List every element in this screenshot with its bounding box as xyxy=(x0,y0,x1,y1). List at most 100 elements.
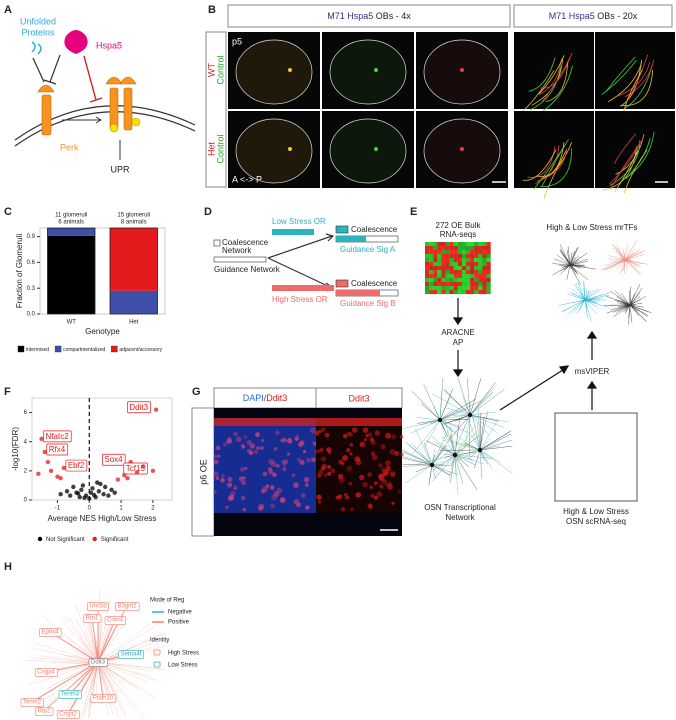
heatmap-cell xyxy=(466,274,471,279)
network-edge xyxy=(629,304,640,317)
point xyxy=(95,480,100,485)
heatmap-cell xyxy=(474,258,479,263)
network-edge xyxy=(628,304,631,325)
point-label: Rfx4 xyxy=(49,445,66,454)
nucleus xyxy=(291,473,296,477)
heatmap-cell xyxy=(441,246,446,251)
network-edge xyxy=(629,304,648,312)
gene-node xyxy=(39,628,62,637)
heatmap-cell xyxy=(474,290,479,295)
network-edge xyxy=(439,390,443,421)
nucleus xyxy=(368,504,373,509)
y-tick-label: 0.6 xyxy=(27,260,36,266)
network-edge xyxy=(562,299,586,312)
network-edge xyxy=(478,407,481,451)
legend-label: compartmentalized xyxy=(63,347,105,353)
network-edge xyxy=(624,249,646,261)
network-hub xyxy=(429,462,435,468)
header-box xyxy=(513,4,673,28)
network-edge xyxy=(431,464,451,476)
label: Guidance Network xyxy=(214,265,281,274)
point xyxy=(90,486,95,491)
nucleus xyxy=(389,449,396,455)
point xyxy=(134,470,140,475)
gene-node xyxy=(35,707,54,716)
label-box xyxy=(127,401,151,414)
heatmap-cell xyxy=(457,266,462,271)
heatmap-cell xyxy=(482,278,487,283)
network-edge xyxy=(572,299,586,314)
nucleus xyxy=(355,492,362,498)
nucleus xyxy=(320,456,327,462)
network-edge xyxy=(469,414,509,423)
heatmap-cell xyxy=(478,278,483,283)
nucleus xyxy=(287,452,291,456)
nucleus xyxy=(305,505,310,510)
heatmap-cell xyxy=(486,258,491,263)
legend-label: Negative xyxy=(168,610,192,616)
network-edge xyxy=(624,248,635,261)
label: Coalescence xyxy=(351,279,398,288)
protein-icon xyxy=(31,41,42,55)
point xyxy=(88,490,94,495)
heatmap-cell xyxy=(425,282,430,287)
faint-edge xyxy=(97,661,156,699)
heatmap-cell xyxy=(474,282,479,287)
nucleus xyxy=(233,485,238,490)
network-edge xyxy=(617,304,631,308)
label: Low Stress OR xyxy=(272,217,326,226)
heatmap-cell xyxy=(474,286,479,291)
network-edge xyxy=(556,254,571,266)
legend-title: Mode of Reg xyxy=(150,598,184,604)
y-tick-label: 0.0 xyxy=(27,312,36,318)
heatmap-cell xyxy=(441,250,446,255)
faint-edge xyxy=(97,661,165,670)
nucleus xyxy=(367,472,372,477)
network-edge xyxy=(610,304,631,310)
heatmap-cell xyxy=(482,258,487,263)
network-edge xyxy=(479,449,493,469)
annotation: 15 glomeruli xyxy=(117,213,150,219)
network-edge xyxy=(439,400,481,421)
heatmap-cell xyxy=(449,282,454,287)
network-edge xyxy=(448,414,471,441)
heatmap-cell xyxy=(425,274,430,279)
heatmap-cell xyxy=(425,254,430,259)
nucleus xyxy=(327,450,332,454)
nucleus xyxy=(279,497,286,504)
faint-edge xyxy=(86,624,99,663)
heatmap-cell xyxy=(461,278,467,283)
nucleus xyxy=(370,493,375,498)
network-edge xyxy=(462,396,471,416)
network-edge xyxy=(629,292,641,306)
faint-edge xyxy=(27,661,99,686)
network-edge xyxy=(479,445,500,451)
heatmap-cell xyxy=(453,266,458,271)
network-edge xyxy=(479,416,485,451)
nucleus xyxy=(374,481,378,485)
heatmap-cell xyxy=(441,242,446,247)
panel-letter: H xyxy=(4,561,12,573)
heatmap-cell xyxy=(429,266,434,271)
header: M71 Hspa5 OBs - 4x xyxy=(327,11,411,21)
heatmap-cell xyxy=(433,262,438,267)
axon xyxy=(530,66,561,111)
nucleus xyxy=(346,465,353,472)
heatmap-cell xyxy=(486,254,491,259)
network-edge xyxy=(584,288,599,301)
header: M71 Hspa5 OBs - 20x xyxy=(549,11,638,21)
label: msVIPER xyxy=(575,367,610,376)
network-edge xyxy=(624,259,626,274)
network-edge xyxy=(477,422,481,451)
box xyxy=(335,279,349,288)
heatmap-cell xyxy=(425,266,430,271)
network-edge xyxy=(414,428,433,466)
network-hub xyxy=(437,417,443,423)
network-edge xyxy=(610,259,626,263)
heatmap-cell xyxy=(433,250,438,255)
legend-label: High Stress xyxy=(168,651,199,657)
heatmap-cell xyxy=(474,246,479,251)
heatmap-cell xyxy=(425,262,430,267)
heatmap-cell xyxy=(461,242,467,247)
heatmap-cell xyxy=(486,262,491,267)
